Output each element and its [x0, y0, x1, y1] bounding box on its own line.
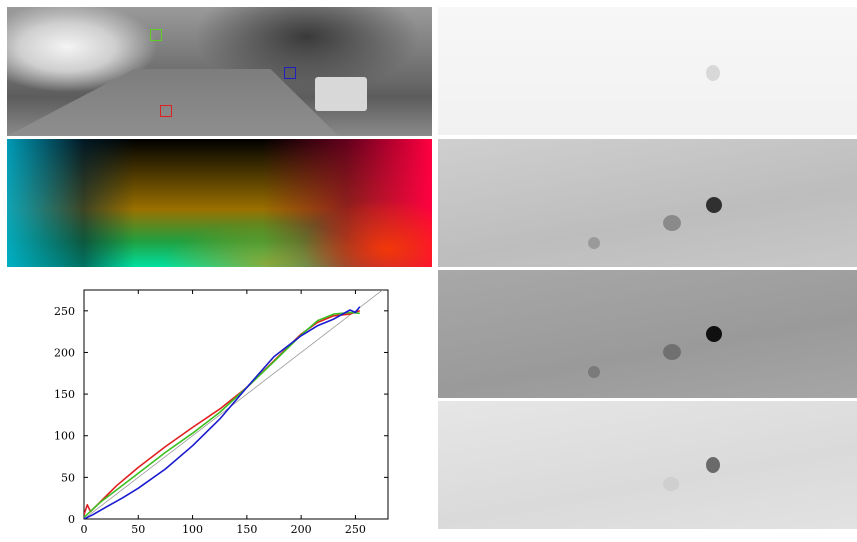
plot-frame — [83, 289, 389, 520]
y-tick-label: 250 — [54, 305, 75, 318]
series-line-3 — [84, 290, 384, 519]
series-line-1 — [84, 311, 360, 518]
road-photo — [7, 7, 432, 136]
grayscale-map-2 — [438, 139, 857, 267]
map-1-blob — [706, 65, 720, 81]
map-3-dark-blob — [706, 326, 722, 342]
grayscale-map-3 — [438, 270, 857, 398]
y-tick-label: 50 — [61, 471, 75, 484]
road-surface — [7, 69, 339, 136]
color-map-overlay — [7, 139, 432, 267]
map-3-blob-a — [663, 344, 681, 360]
map-2-blob-a — [663, 215, 681, 231]
marker-green-square — [150, 29, 162, 41]
y-tick-label: 150 — [54, 388, 75, 401]
x-tick-label: 100 — [182, 523, 203, 536]
response-curve-chart: 0 50 100 150 200 250 0 50 100 150 200 250 — [54, 289, 389, 536]
x-tick-label: 50 — [131, 523, 145, 536]
map-2-blob-b — [588, 237, 600, 249]
x-tick-label: 250 — [345, 523, 366, 536]
x-tick-label: 150 — [236, 523, 257, 536]
map-3-blob-b — [588, 366, 600, 378]
x-tick-label: 0 — [81, 523, 88, 536]
map-4-blob — [706, 457, 720, 473]
y-tick-label: 0 — [68, 513, 75, 526]
marker-blue-square — [284, 67, 296, 79]
parked-vehicle — [315, 77, 367, 111]
grayscale-map-1 — [438, 7, 857, 135]
series-line-2 — [84, 306, 361, 519]
y-tick-label: 200 — [54, 346, 75, 359]
map-4-blob-a — [663, 477, 679, 491]
x-tick-label: 200 — [291, 523, 312, 536]
map-2-dark-blob — [706, 197, 722, 213]
y-tick-label: 100 — [54, 430, 75, 443]
marker-red-square — [160, 105, 172, 117]
color-coded-map — [7, 139, 432, 267]
grayscale-map-4 — [438, 401, 857, 529]
chart-plot-area: 0 50 100 150 200 250 0 50 100 150 200 250 — [54, 289, 389, 536]
